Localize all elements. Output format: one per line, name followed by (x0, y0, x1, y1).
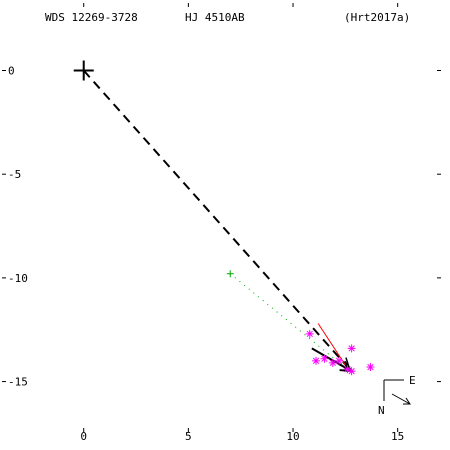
measure-point (335, 356, 344, 365)
x-tick-label: 5 (185, 430, 192, 443)
measure-point-d2 (312, 357, 320, 364)
y-tick-label: -15 (8, 376, 28, 389)
x-tick-label: 0 (80, 430, 87, 443)
measure-point-d2 (344, 365, 351, 373)
measure-point-d2 (306, 330, 313, 338)
compass-north-label: N (378, 404, 385, 417)
first-observation-marker (226, 270, 234, 278)
header-wds-id: WDS 12269-3728 (45, 11, 138, 24)
measure-point (366, 363, 375, 372)
y-tick-label: -10 (8, 272, 28, 285)
measure-point (312, 356, 321, 365)
segment-residual (317, 323, 346, 366)
measure-point (305, 329, 314, 338)
measure-point-d2 (348, 345, 355, 352)
measure-point (347, 344, 356, 353)
header-reference: (Hrt2017a) (344, 11, 410, 24)
measure-point-d2 (321, 355, 328, 362)
primary-star-marker (73, 60, 94, 81)
measure-point-d2 (367, 363, 374, 371)
x-tick-label: 15 (391, 430, 404, 443)
measure-point (328, 358, 337, 367)
x-tick-label: 10 (286, 430, 299, 443)
y-tick-label: 0 (8, 65, 15, 78)
header-pair-name: HJ 4510AB (185, 11, 245, 24)
axis-ticks: 0 5 10 15 0 -5 -10 -15 (2, 3, 441, 443)
segment-proper-motion (311, 347, 353, 373)
segment-primary-to-latest (82, 69, 351, 370)
compass-rotation-arrow-icon (391, 393, 411, 405)
measure-point-d2 (329, 359, 336, 367)
y-tick-label: -5 (8, 168, 21, 181)
measure-point-d2 (335, 357, 343, 364)
measure-point (347, 367, 356, 376)
compass-east-label: E (409, 374, 416, 387)
data-marks (73, 60, 375, 376)
measure-point-d2 (348, 368, 355, 375)
compass: E N (378, 374, 416, 417)
measure-point (320, 354, 329, 363)
